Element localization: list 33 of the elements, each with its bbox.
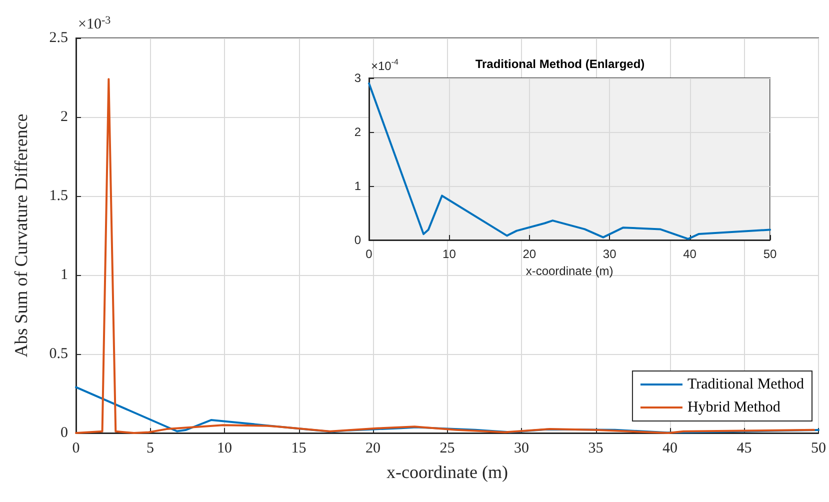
y-tick-label: 3	[354, 71, 362, 85]
x-tick-label: 45	[736, 440, 752, 456]
y-tick-label: 2	[60, 109, 68, 125]
x-axis-title: x-coordinate (m)	[526, 264, 614, 278]
y-tick-label: 1.5	[49, 188, 68, 204]
y-tick-label: 0	[354, 233, 362, 247]
x-tick-label: 10	[217, 440, 232, 456]
x-tick-label: 30	[514, 440, 529, 456]
y-tick-label: 2.5	[49, 30, 68, 46]
y-axis-title: Abs Sum of Curvature Difference	[11, 114, 31, 358]
x-tick-label: 25	[440, 440, 455, 456]
x-tick-label: 30	[602, 247, 617, 261]
x-tick-label: 50	[763, 247, 777, 261]
chart-title: Traditional Method (Enlarged)	[475, 57, 645, 71]
y-tick-label: 0	[60, 425, 68, 441]
x-tick-label: 20	[522, 247, 536, 261]
x-tick-label: 20	[366, 440, 380, 456]
x-tick-label: 0	[72, 440, 80, 456]
x-tick-label: 10	[442, 247, 456, 261]
x-tick-label: 35	[588, 440, 604, 456]
y-tick-label: 1	[354, 179, 362, 193]
legend-label: Hybrid Method	[687, 400, 781, 416]
x-tick-label: 50	[811, 440, 826, 456]
x-tick-label: 0	[366, 247, 373, 261]
y-tick-label: 2	[354, 125, 362, 139]
y-tick-label: 1	[60, 267, 68, 283]
x-tick-label: 5	[146, 440, 154, 456]
x-tick-label: 40	[662, 440, 678, 456]
legend-label: Traditional Method	[687, 376, 804, 392]
x-tick-label: 15	[291, 440, 306, 456]
x-tick-label: 40	[683, 247, 697, 261]
x-axis-title: x-coordinate (m)	[386, 462, 508, 482]
y-tick-label: 0.5	[49, 346, 68, 362]
